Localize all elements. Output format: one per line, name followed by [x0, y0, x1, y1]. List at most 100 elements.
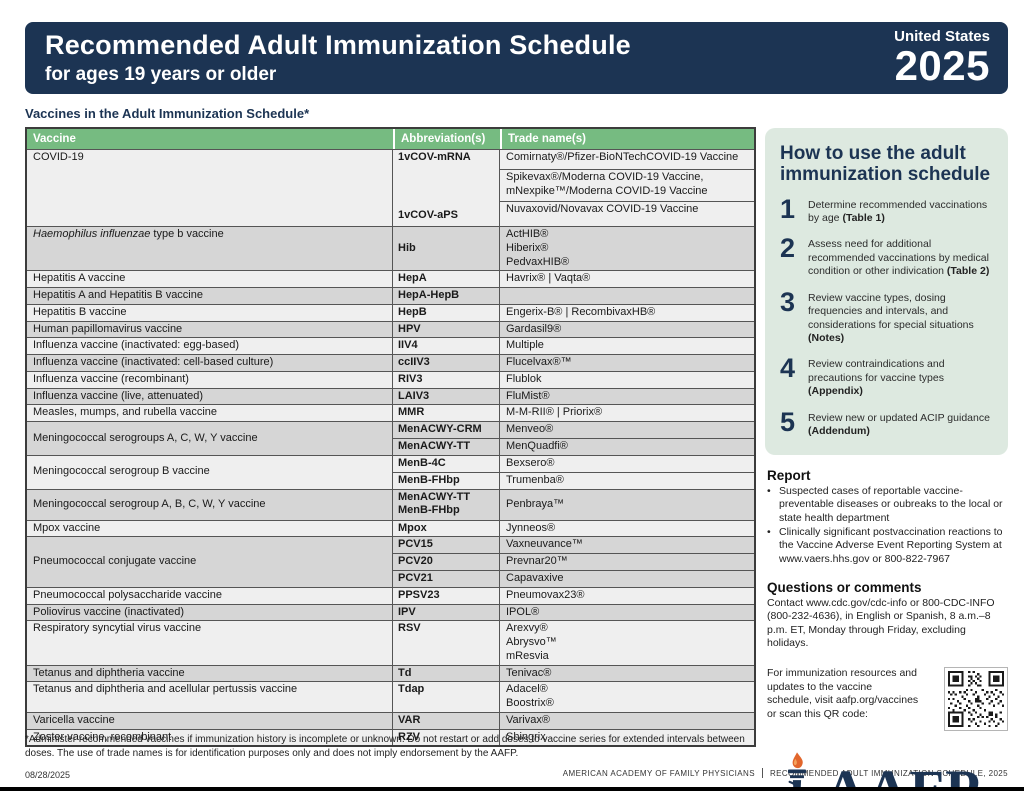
footer-attribution: AMERICAN ACADEMY OF FAMILY PHYSICIANS RE… [563, 768, 1008, 778]
report-heading: Report [767, 467, 811, 483]
abbreviation-cell: Td [393, 665, 500, 682]
trade-name-cell: Spikevax®/Moderna COVID-19 Vaccine, mNex… [500, 169, 754, 201]
step-number: 2 [780, 233, 796, 264]
table-row: Human papillomavirus vaccine HPV Gardasi… [27, 320, 754, 338]
row-subarea: IPV IPOL® [393, 604, 754, 621]
how-to-step: 3 Review vaccine types, dosing frequenci… [780, 288, 995, 346]
trade-name-line: mResvia [506, 649, 549, 662]
trade-name-cell: Comirnaty®/Pfizer-BioNTechCOVID-19 Vacci… [506, 151, 739, 163]
abbreviation-line: MenB-FHbp [398, 504, 460, 517]
sub-row: MenB-FHbp Trumenba® [393, 471, 754, 489]
row-subarea: IIV4 Multiple [393, 338, 754, 354]
table-row: Meningococcal serogroup A, B, C, W, Y va… [27, 488, 754, 520]
row-subarea: Td Tenivac® [393, 665, 754, 682]
vaccine-name-cell: Influenza vaccine (live, attenuated) [27, 388, 393, 405]
trade-name-cell: Havrix® | Vaqta® [506, 272, 591, 285]
col-header-trade-name: Trade name(s) [500, 129, 754, 149]
abbreviation-cell: RIV3 [393, 371, 500, 388]
aafp-logo: AAFP [765, 748, 1008, 791]
abbreviation-cell: PCV20 [393, 554, 500, 570]
torch-icon [788, 752, 806, 791]
step-number: 5 [780, 406, 796, 437]
sub-row: PCV20 Prevnar20™ [393, 553, 754, 570]
abbreviation-cell: Mpox [393, 520, 500, 537]
abbreviation-cell: IIV4 [393, 338, 500, 354]
bullet-dot: • [767, 525, 771, 538]
table-row: Hepatitis A vaccine HepA Havrix® | Vaqta… [27, 270, 754, 287]
page-subtitle: for ages 19 years or older [45, 64, 277, 85]
row-subarea: HPV Gardasil9® [393, 321, 754, 338]
trade-name-cell: Gardasil9® [506, 322, 562, 335]
table-row: Measles, mumps, and rubella vaccine MMR … [27, 404, 754, 421]
how-to-step: 2 Assess need for additional recommended… [780, 233, 995, 278]
report-section: Report • Suspected cases of reportable v… [765, 468, 1008, 567]
how-to-step: 1 Determine recommended vaccinations by … [780, 195, 995, 226]
trade-name-cell: Menveo® [506, 423, 554, 435]
aafp-logo-text: AAFP [825, 758, 981, 791]
vaccine-name-cell: Tetanus and diphtheria and acellular per… [27, 682, 393, 712]
table-row: Influenza vaccine (live, attenuated) LAI… [27, 387, 754, 405]
qr-section: For immunization resources and updates t… [765, 667, 1008, 732]
trade-name-cell [500, 288, 754, 304]
abbreviation-cell: MMR [393, 405, 500, 421]
table-row: COVID-19 1vCOV-mRNA 1vCOV-aPS Comirnaty®… [27, 149, 754, 226]
row-subarea: Mpox Jynneos® [393, 520, 754, 537]
step-text: Review vaccine types, dosing frequencies… [808, 292, 995, 346]
questions-heading: Questions or comments [767, 579, 922, 595]
vaccine-name-cell: Zoster vaccine, recombinant [27, 729, 393, 746]
how-to-step: 5 Review new or updated ACIP guidance (A… [780, 406, 995, 439]
table-header-row: Vaccine Abbreviation(s) Trade name(s) [27, 129, 754, 149]
table-row: Haemophilus influenzae type b vaccine Hi… [27, 226, 754, 271]
trade-name-cell: Engerix-B® | RecombivaxHB® [506, 305, 656, 318]
abbreviation-cell: HepA [393, 271, 500, 287]
trade-name-line: PedvaxHIB® [506, 255, 570, 268]
step-text: Review contraindications and precautions… [808, 358, 995, 398]
vaccine-name-cell: Influenza vaccine (inactivated: cell-bas… [27, 355, 393, 371]
trade-name-line: Adacel® [506, 683, 548, 696]
abbreviation-cell: ccIIV3 [393, 355, 500, 371]
trade-name-cell: Arexvy® Abrysvo™ mResvia [500, 621, 754, 664]
abbreviation: 1vCOV-mRNA [398, 151, 471, 163]
trade-name-cell: M-M-RII® | Priorix® [506, 406, 603, 419]
trade-name-cell: Flucelvax®™ [506, 356, 572, 368]
row-subarea: HepB Engerix-B® | RecombivaxHB® [393, 304, 754, 321]
step-reference: (Appendix) [808, 385, 863, 398]
footer-doc-title: RECOMMENDED ADULT IMMUNIZATION SCHEDULE,… [769, 768, 1008, 778]
bullet-text: Clinically significant postvaccination r… [779, 525, 1003, 565]
country-label: United States [894, 28, 990, 45]
report-bullet: • Clinically significant postvaccination… [767, 526, 1008, 567]
trade-name-line: Boostrix® [506, 697, 554, 709]
footer-org: AMERICAN ACADEMY OF FAMILY PHYSICIANS [562, 768, 755, 778]
table-row: Poliovirus vaccine (inactivated) IPV IPO… [27, 603, 754, 621]
trade-name-cell: Tenivac® [506, 666, 552, 679]
step-body: Determine recommended vaccinations by ag… [808, 198, 988, 224]
vaccine-name-cell: Hepatitis B vaccine [27, 304, 393, 321]
abbreviation-cell: MenB-4C [393, 455, 500, 472]
abbreviation-line: MenACWY-TT [398, 490, 471, 503]
trade-name-cell: Capavaxive [506, 572, 564, 584]
row-subarea: MMR M-M-RII® | Priorix® [393, 405, 754, 421]
vaccine-name-cell: Tetanus and diphtheria vaccine [27, 665, 393, 682]
step-text: Assess need for additional recommended v… [808, 238, 995, 278]
vaccine-name-cell: Pneumococcal conjugate vaccine [27, 537, 393, 587]
abbreviation-cell: PCV15 [393, 537, 500, 554]
vaccine-name-cell: Varicella vaccine [27, 712, 393, 729]
trade-name-line: Abrysvo™ [506, 636, 557, 648]
questions-section: Questions or comments Contact www.cdc.go… [765, 580, 1008, 652]
step-body: Review contraindications and precautions… [808, 358, 945, 384]
table-row: Influenza vaccine (inactivated: cell-bas… [27, 354, 754, 371]
table-row: Influenza vaccine (inactivated: egg-base… [27, 337, 754, 354]
trade-name-cell: MenQuadfi® [506, 440, 568, 452]
trade-name-cell: Pneumovax23® [506, 588, 585, 601]
header-band: Recommended Adult Immunization Schedule … [25, 22, 1008, 94]
row-subarea: LAIV3 FluMist® [393, 388, 754, 405]
trade-name-cell: IPOL® [506, 605, 540, 618]
table-row: Pneumococcal polysaccharide vaccine PPSV… [27, 586, 754, 604]
vaccine-name-cell: Meningococcal serogroups A, C, W, Y vacc… [27, 422, 393, 455]
vaccine-name-cell: Mpox vaccine [27, 520, 393, 537]
questions-text: Contact www.cdc.gov/cdc-info or 800-CDC-… [767, 596, 995, 650]
abbreviation-cell: MenACWY-TT [393, 439, 500, 455]
trade-name-cell: Penbraya™ [506, 497, 565, 510]
trade-name-cell: Jynneos® [506, 521, 556, 534]
table-row: Zoster vaccine, recombinant RZV Shingrix [27, 728, 754, 746]
